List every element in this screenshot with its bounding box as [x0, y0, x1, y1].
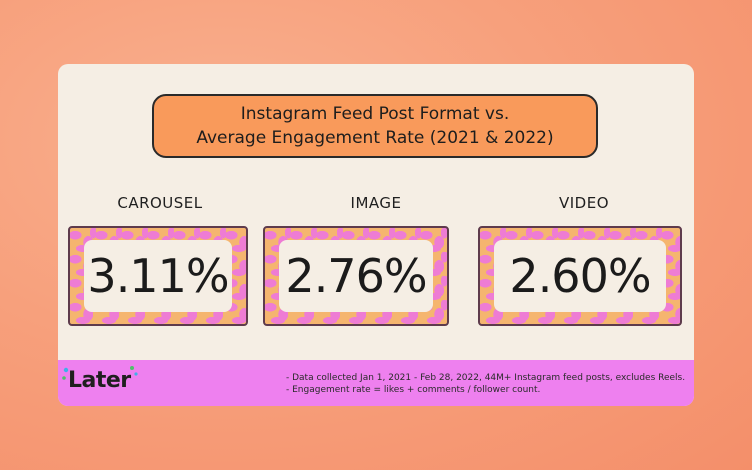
carousel-stat-tile: 3.11%	[68, 226, 248, 326]
footnote-engagement-definition: - Engagement rate = likes + comments / f…	[286, 385, 541, 395]
image-stat-tile: 2.76%	[263, 226, 449, 326]
video-stat-tile: 2.60%	[478, 226, 682, 326]
footnotes: - Data collected Jan 1, 2021 - Feb 28, 2…	[286, 372, 685, 396]
title-banner: Instagram Feed Post Format vs. Average E…	[152, 94, 598, 158]
carousel-engagement-rate: 3.11%	[87, 249, 229, 303]
footnote-data-source: - Data collected Jan 1, 2021 - Feb 28, 2…	[286, 373, 686, 383]
infographic-card: Instagram Feed Post Format vs. Average E…	[58, 64, 694, 406]
title-line-2: Average Engagement Rate (2021 & 2022)	[196, 128, 554, 148]
carousel-stat-inner: 3.11%	[84, 240, 232, 312]
video-engagement-rate: 2.60%	[509, 249, 651, 303]
video-stat-inner: 2.60%	[494, 240, 666, 312]
video-label: VIDEO	[558, 194, 610, 212]
title-line-1: Instagram Feed Post Format vs.	[240, 104, 510, 124]
carousel-label: CAROUSEL	[117, 194, 203, 212]
logo-sparkle-icon	[62, 366, 138, 380]
image-stat-inner: 2.76%	[279, 240, 433, 312]
image-engagement-rate: 2.76%	[285, 249, 427, 303]
footer-bar: Later - Data collected Jan 1, 2021 - Feb…	[58, 360, 694, 406]
image-label: IMAGE	[350, 194, 402, 212]
later-logo: Later	[68, 368, 131, 393]
